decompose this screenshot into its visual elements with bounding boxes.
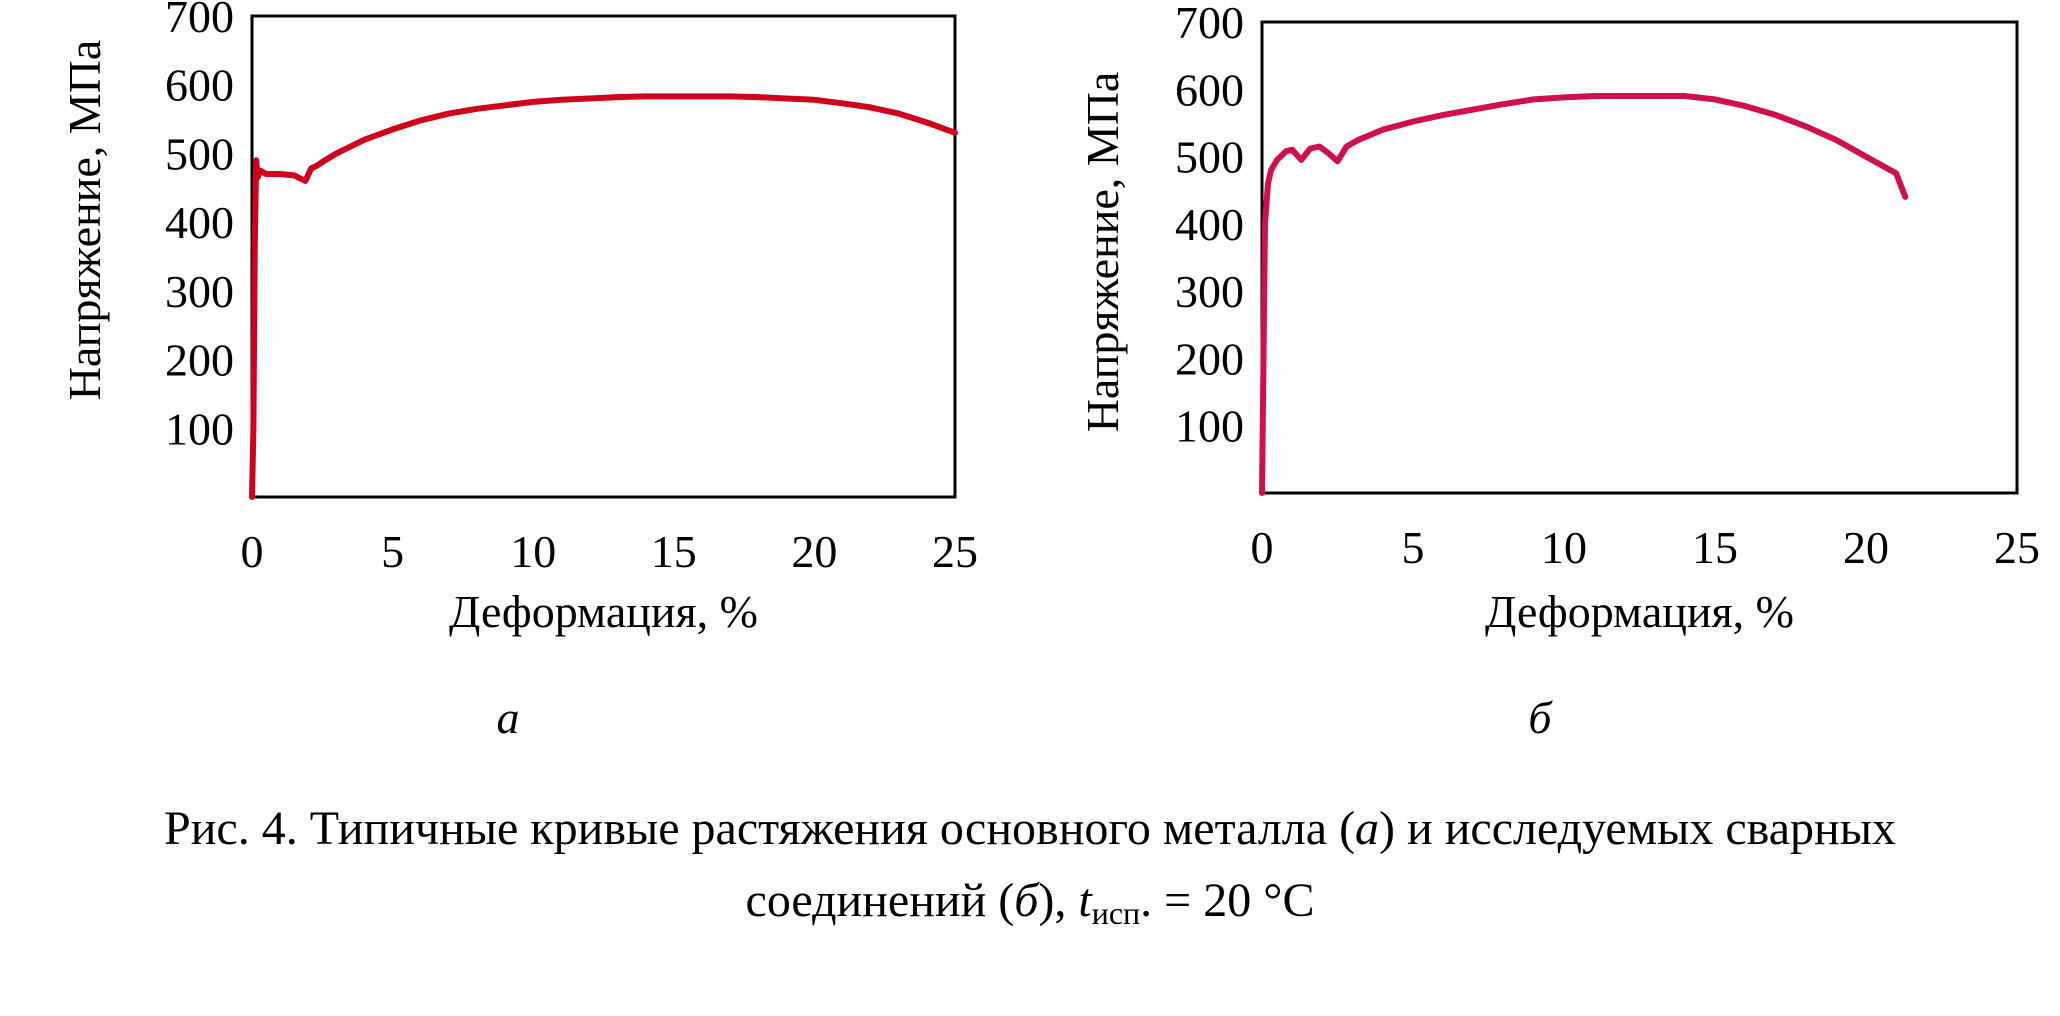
y-tick-label: 200 <box>1175 333 1244 384</box>
y-tick-label: 100 <box>1175 401 1244 452</box>
caption-panel-letter: а <box>1355 802 1380 855</box>
x-axis-label: Деформация, % <box>449 586 758 637</box>
stress-strain-curve <box>249 93 958 500</box>
caption-text: . = 20 °С <box>1140 874 1315 927</box>
plot-frame <box>250 14 957 499</box>
x-tick-label: 5 <box>381 526 404 577</box>
x-tick-label: 25 <box>1994 522 2040 573</box>
x-tick-label: 5 <box>1402 522 1425 573</box>
caption-text: ) и исследуемых сварных <box>1379 802 1896 855</box>
y-tick-label: 400 <box>1175 199 1244 250</box>
y-axis-label: Напряжение, МПа <box>59 40 110 401</box>
x-tick-label: 0 <box>1251 522 1274 573</box>
caption-text: соединений ( <box>745 874 1015 927</box>
x-tick-label: 20 <box>791 526 837 577</box>
y-tick-label: 700 <box>165 0 234 42</box>
x-tick-label: 10 <box>510 526 556 577</box>
caption-line-2: соединений (б), tисп. = 20 °С <box>0 872 2060 942</box>
caption-panel-letter: б <box>1014 874 1039 927</box>
x-tick-label: 15 <box>1692 522 1738 573</box>
x-tick-label: 15 <box>651 526 697 577</box>
y-axis-label: Напряжение, МПа <box>1077 72 1128 433</box>
y-tick-label: 200 <box>165 335 234 386</box>
y-tick-label: 100 <box>165 403 234 454</box>
panel-letter: а <box>497 692 520 743</box>
x-tick-label: 25 <box>932 526 978 577</box>
panel-letter: б <box>1528 692 1553 743</box>
y-tick-label: 300 <box>1175 266 1244 317</box>
stress-strain-curve <box>1259 93 1909 496</box>
y-tick-label: 700 <box>1175 0 1244 48</box>
y-tick-label: 300 <box>165 266 234 317</box>
figure-caption: Рис. 4. Типичные кривые растяжения основ… <box>0 800 2060 942</box>
y-tick-label: 500 <box>165 128 234 179</box>
y-tick-label: 400 <box>165 197 234 248</box>
x-axis-label: Деформация, % <box>1485 586 1794 637</box>
x-tick-label: 0 <box>241 526 264 577</box>
caption-line-1: Рис. 4. Типичные кривые растяжения основ… <box>0 800 2060 858</box>
x-tick-label: 20 <box>1843 522 1889 573</box>
caption-text: ), <box>1038 874 1079 927</box>
plot-frame <box>1260 20 2019 495</box>
y-tick-label: 500 <box>1175 132 1244 183</box>
caption-text: Рис. 4. Типичные кривые растяжения основ… <box>164 802 1356 855</box>
x-tick-label: 10 <box>1541 522 1587 573</box>
y-tick-label: 600 <box>1175 64 1244 115</box>
y-tick-label: 600 <box>165 60 234 111</box>
caption-t-subscript: исп <box>1091 895 1141 931</box>
caption-t-symbol: t <box>1078 874 1092 927</box>
